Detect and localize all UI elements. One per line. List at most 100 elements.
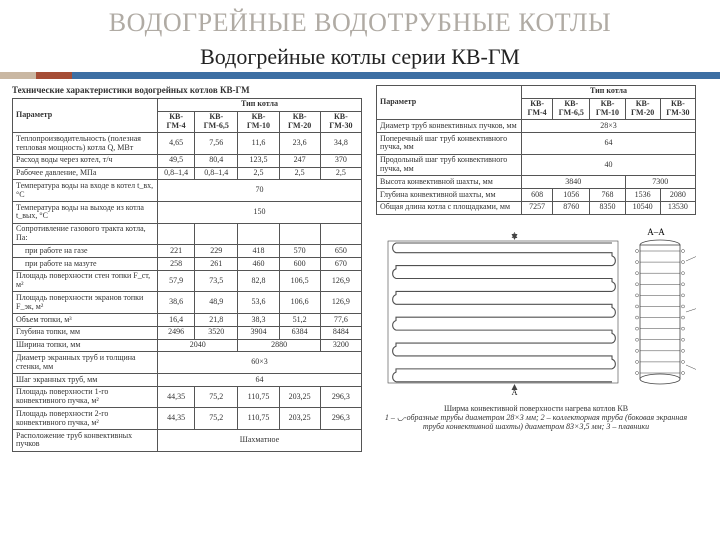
table-row: при работе на мазуте258261460600670 bbox=[13, 258, 362, 271]
row-span: Шахматное bbox=[158, 430, 362, 452]
table-row: Температура воды на входе в котел t_вх, … bbox=[13, 180, 362, 202]
row-label: Диаметр экранных труб и толщина стенки, … bbox=[13, 352, 158, 374]
row-label: Глубина конвективной шахты, мм bbox=[377, 189, 522, 202]
row-cell bbox=[320, 223, 361, 245]
row-span: 28×3 bbox=[522, 120, 696, 133]
row-cell: 73,5 bbox=[195, 270, 238, 292]
row-cell: 8350 bbox=[590, 201, 625, 214]
row-cell bbox=[279, 223, 320, 245]
table-row: Поперечный шаг труб конвективного пучка,… bbox=[377, 133, 696, 155]
th-group: Тип котла bbox=[522, 85, 696, 98]
row-cell: 670 bbox=[320, 258, 361, 271]
row-cell: 570 bbox=[279, 245, 320, 258]
row-cell: 38,6 bbox=[158, 292, 195, 314]
diagram-caption: Ширма конвективной поверхности нагрева к… bbox=[376, 404, 696, 432]
th-param: Параметр bbox=[377, 85, 522, 119]
row-cell: 460 bbox=[238, 258, 279, 271]
row-cell bbox=[238, 223, 279, 245]
row-cell: 203,25 bbox=[279, 408, 320, 430]
spec-table-1: ПараметрТип котлаКВ-ГМ-4КВ-ГМ-6,5КВ-ГМ-1… bbox=[12, 98, 362, 452]
row-cell: 370 bbox=[320, 154, 361, 167]
row-cell: 82,8 bbox=[238, 270, 279, 292]
left-column: Технические характеристики водогрейных к… bbox=[12, 85, 362, 452]
table-row: Расположение труб конвективных пучковШах… bbox=[13, 430, 362, 452]
row-cell: 203,25 bbox=[279, 386, 320, 408]
caption-title: Ширма конвективной поверхности нагрева к… bbox=[444, 404, 628, 413]
row-cell: 10540 bbox=[625, 201, 660, 214]
row-cell bbox=[158, 223, 195, 245]
row-cell: 3840 bbox=[522, 176, 626, 189]
row-cell: 44,35 bbox=[158, 386, 195, 408]
row-cell: 126,9 bbox=[320, 292, 361, 314]
row-cell: 75,2 bbox=[195, 386, 238, 408]
row-cell: 229 bbox=[195, 245, 238, 258]
row-cell: 106,6 bbox=[279, 292, 320, 314]
row-cell: 2880 bbox=[238, 339, 320, 352]
row-label: Температура воды на входе в котел t_вх, … bbox=[13, 180, 158, 202]
row-label: Рабочее давление, МПа bbox=[13, 167, 158, 180]
row-cell: 57,9 bbox=[158, 270, 195, 292]
row-span: 70 bbox=[158, 180, 362, 202]
accent-seg-2 bbox=[36, 72, 72, 79]
th-model: КВ-ГМ-4 bbox=[522, 98, 553, 120]
row-cell: 110,75 bbox=[238, 386, 279, 408]
row-cell: 2496 bbox=[158, 326, 195, 339]
row-label: Поперечный шаг труб конвективного пучка,… bbox=[377, 133, 522, 155]
table-row: Диаметр экранных труб и толщина стенки, … bbox=[13, 352, 362, 374]
row-cell: 4,65 bbox=[158, 133, 195, 155]
row-cell: 110,75 bbox=[238, 408, 279, 430]
row-label: Площадь поверхности 1-го конвективного п… bbox=[13, 386, 158, 408]
row-label: при работе на мазуте bbox=[13, 258, 158, 271]
table-row: Диаметр труб конвективных пучков, мм28×3 bbox=[377, 120, 696, 133]
table-row: Площадь поверхности 2-го конвективного п… bbox=[13, 408, 362, 430]
row-label: Площадь поверхности стен топки F_ст, м² bbox=[13, 270, 158, 292]
row-label: Диаметр труб конвективных пучков, мм bbox=[377, 120, 522, 133]
row-cell: 296,3 bbox=[320, 408, 361, 430]
row-cell: 53,6 bbox=[238, 292, 279, 314]
table-row: Глубина топки, мм24963520390463848484 bbox=[13, 326, 362, 339]
th-model: КВ-ГМ-6,5 bbox=[195, 111, 238, 133]
row-cell: 7,56 bbox=[195, 133, 238, 155]
row-cell: 6384 bbox=[279, 326, 320, 339]
row-cell: 0,8–1,4 bbox=[158, 167, 195, 180]
table-row: Теплопроизводительность (полезная теплов… bbox=[13, 133, 362, 155]
row-cell: 106,5 bbox=[279, 270, 320, 292]
row-cell: 0,8–1,4 bbox=[195, 167, 238, 180]
row-cell: 16,4 bbox=[158, 314, 195, 327]
th-model: КВ-ГМ-30 bbox=[320, 111, 361, 133]
main-title: ВОДОГРЕЙНЫЕ ВОДОТРУБНЫЕ КОТЛЫ bbox=[0, 8, 720, 38]
table-row: Площадь поверхности стен топки F_ст, м²5… bbox=[13, 270, 362, 292]
table-row: при работе на газе221229418570650 bbox=[13, 245, 362, 258]
table-row: Шаг экранных труб, мм64 bbox=[13, 374, 362, 387]
accent-bar bbox=[0, 72, 720, 79]
spec-table-2: ПараметрТип котлаКВ-ГМ-4КВ-ГМ-6,5КВ-ГМ-1… bbox=[376, 85, 696, 215]
table-row: Объем топки, м³16,421,838,351,277,6 bbox=[13, 314, 362, 327]
table-row: Глубина конвективной шахты, мм6081056768… bbox=[377, 189, 696, 202]
row-label: Ширина топки, мм bbox=[13, 339, 158, 352]
row-cell: 21,8 bbox=[195, 314, 238, 327]
row-cell: 123,5 bbox=[238, 154, 279, 167]
row-label: Площадь поверхности экранов топки F_эк, … bbox=[13, 292, 158, 314]
row-cell: 258 bbox=[158, 258, 195, 271]
svg-text:А–А: А–А bbox=[647, 227, 665, 237]
table-row: Высота конвективной шахты, мм38407300 bbox=[377, 176, 696, 189]
right-column: ПараметрТип котлаКВ-ГМ-4КВ-ГМ-6,5КВ-ГМ-1… bbox=[376, 85, 696, 452]
caption-body: 1 – ◡-образные трубы диаметром 28×3 мм; … bbox=[385, 413, 687, 431]
table-row: Расход воды через котел, т/ч49,580,4123,… bbox=[13, 154, 362, 167]
row-cell: 418 bbox=[238, 245, 279, 258]
th-model: КВ-ГМ-10 bbox=[590, 98, 625, 120]
row-cell: 608 bbox=[522, 189, 553, 202]
row-cell: 77,6 bbox=[320, 314, 361, 327]
row-cell: 23,6 bbox=[279, 133, 320, 155]
row-cell: 2080 bbox=[660, 189, 695, 202]
row-cell: 221 bbox=[158, 245, 195, 258]
row-label: Температура воды на выходе из котла t_вы… bbox=[13, 202, 158, 224]
th-model: КВ-ГМ-30 bbox=[660, 98, 695, 120]
th-model: КВ-ГМ-10 bbox=[238, 111, 279, 133]
row-label: Сопротивление газового тракта котла, Па: bbox=[13, 223, 158, 245]
row-cell: 768 bbox=[590, 189, 625, 202]
row-cell: 247 bbox=[279, 154, 320, 167]
row-cell: 44,35 bbox=[158, 408, 195, 430]
row-label: Шаг экранных труб, мм bbox=[13, 374, 158, 387]
row-cell: 7300 bbox=[625, 176, 695, 189]
